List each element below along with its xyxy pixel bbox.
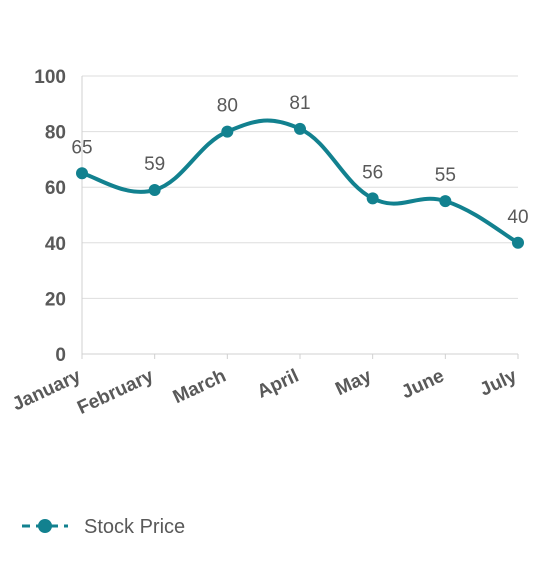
data-label: 81 — [289, 93, 310, 114]
gridlines — [82, 75, 518, 355]
data-point[interactable] — [439, 195, 452, 208]
x-tick-label: May — [332, 365, 375, 400]
x-tick-label: January — [9, 365, 84, 415]
y-tick-label: 0 — [55, 345, 66, 366]
legend[interactable]: Stock Price — [22, 516, 185, 538]
data-point[interactable] — [148, 183, 161, 196]
data-point[interactable] — [366, 192, 379, 205]
data-label: 56 — [362, 162, 383, 183]
legend-label[interactable]: Stock Price — [84, 516, 185, 538]
series-layer — [76, 118, 524, 249]
data-point[interactable] — [294, 122, 306, 135]
y-tick-label: 20 — [45, 289, 66, 310]
y-axis: 0 20 40 60 80 100 — [34, 67, 83, 366]
y-tick-label: 80 — [45, 123, 66, 144]
y-tick-label: 40 — [45, 234, 66, 255]
data-label: 59 — [144, 154, 165, 175]
data-point[interactable] — [512, 236, 524, 249]
x-tick-label: June — [398, 365, 447, 403]
data-point[interactable] — [76, 167, 88, 180]
data-label: 40 — [507, 207, 528, 228]
data-label: 55 — [435, 165, 456, 186]
data-labels: 65 59 80 81 56 55 40 — [71, 93, 528, 228]
y-tick-label: 100 — [34, 67, 66, 88]
x-tick-label: July — [477, 365, 521, 400]
x-tick-label: April — [254, 365, 302, 402]
y-tick-label: 60 — [45, 178, 66, 199]
data-label: 65 — [71, 137, 92, 158]
data-point[interactable] — [221, 125, 234, 138]
legend-marker-icon — [38, 519, 52, 533]
data-label: 80 — [217, 96, 238, 117]
x-tick-label: March — [170, 365, 230, 408]
x-tick-label: February — [74, 365, 157, 419]
